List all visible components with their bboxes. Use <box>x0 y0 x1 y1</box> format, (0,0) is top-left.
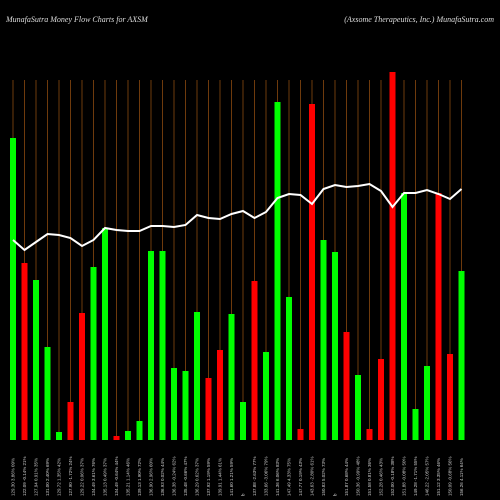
x-tick-label: 127.90 -1.72% 24% <box>68 456 73 496</box>
x-tick-label: 149.28 -1.71% 55% <box>413 456 418 496</box>
x-tick-label: 137.88 -2.63% 77% <box>252 456 257 496</box>
x-tick-label: 146.22 -2.05% 57% <box>425 456 430 496</box>
bar <box>102 228 108 440</box>
bar <box>44 347 51 440</box>
bar <box>90 267 97 440</box>
bar <box>274 102 281 440</box>
x-tick-label: 150.83 5.02% 73% <box>321 458 326 496</box>
bar <box>458 271 465 440</box>
x-tick-label: 136.90 2.96% 60% <box>149 458 154 496</box>
x-tick-label: b <box>241 493 246 496</box>
bar <box>251 281 258 440</box>
bar <box>401 193 407 440</box>
bar <box>320 240 327 440</box>
bar <box>309 104 315 440</box>
bar <box>332 252 338 440</box>
bar <box>194 312 200 440</box>
bar <box>263 352 269 440</box>
x-tick-label: 150.36 -0.99% 48% <box>356 456 361 496</box>
x-tick-label: 141.60 1.21% 59% <box>229 458 234 496</box>
x-tick-label: 141.36 6.06% 83% <box>275 458 280 496</box>
bar <box>286 297 292 440</box>
x-tick-label: 143.63 -2.80% 61% <box>310 456 315 496</box>
bar <box>412 409 419 440</box>
x-tick-label: 151.58 0.81% 36% <box>367 458 372 496</box>
bar <box>148 251 154 440</box>
x-tick-label: 139.91 1.44% 61% <box>218 458 223 496</box>
bar <box>435 193 442 440</box>
x-tick-label: 147.77 0.19% 43% <box>298 458 303 496</box>
x-tick-label: b <box>333 493 338 496</box>
bar <box>378 359 384 440</box>
bar <box>217 350 223 440</box>
x-tick-label: 133.66 -3.06% 79% <box>264 456 269 496</box>
x-tick-label: 151.88 -0.08% 50% <box>402 456 407 496</box>
bar <box>56 432 62 440</box>
x-tick-label: 147.49 4.33% 75% <box>287 458 292 496</box>
bar <box>355 375 361 440</box>
money-flow-line <box>12 182 463 252</box>
x-tick-label: 152.28 0.46% 43% <box>379 458 384 496</box>
bar <box>125 431 131 440</box>
bar <box>297 429 304 440</box>
x-tick-label: 122.09 -0.14% 21% <box>22 456 27 496</box>
bar <box>424 366 430 440</box>
x-tick-label: 129.22 0.06% 37% <box>80 458 85 496</box>
x-tick-label: 136.93 0.02% 44% <box>160 458 165 496</box>
bar <box>21 263 28 440</box>
x-tick-label: 134.49 -0.64% 44% <box>114 456 119 496</box>
x-tick-label: 129.72 1.35% 42% <box>57 458 62 496</box>
bar <box>113 436 120 440</box>
x-tick-label: 150.09 -0.68% 56% <box>448 456 453 496</box>
x-tick-label: 151.12 3.35% 46% <box>436 458 441 496</box>
bar <box>205 378 212 440</box>
bar <box>79 313 85 440</box>
bar <box>67 402 74 440</box>
x-tick-label: 135.21 1.14% 46% <box>126 458 131 496</box>
x-tick-label: 139.13 1.90% 72% <box>137 458 142 496</box>
x-tick-label: 135.13 0.49% 37% <box>103 458 108 496</box>
chart-subtitle: (Axsome Therapeutics, Inc.) MunafaSutra.… <box>344 15 494 24</box>
x-tick-label: 135.48 -0.66% 47% <box>183 456 188 496</box>
bar <box>10 138 16 440</box>
chart-title: MunafaSutra Money Flow Charts for AXSM <box>5 15 149 24</box>
x-tick-label: 137.92 1.19% 59% <box>206 458 211 496</box>
bar <box>389 72 396 440</box>
bar <box>228 314 235 440</box>
x-tick-label: 134.49 3.61% 76% <box>91 458 96 496</box>
bar <box>33 280 39 440</box>
bar <box>447 354 453 440</box>
bar <box>159 251 166 440</box>
x-tick-label: 131.00 2.40% 69% <box>45 458 50 496</box>
x-tick-label: 127.94 0.91% 35% <box>34 458 39 496</box>
x-tick-label: 136.29 0.62% 37% <box>195 458 200 496</box>
bar <box>343 332 350 440</box>
bar <box>182 371 189 440</box>
x-tick-label: 151.87 0.68% 44% <box>344 458 349 496</box>
bar <box>171 368 177 440</box>
x-tick-label: 156.26 4.11% 64% <box>459 458 464 496</box>
bar <box>240 402 246 440</box>
x-tick-label: 136.38 -0.24% 62% <box>172 456 177 496</box>
bar <box>136 421 143 440</box>
x-tick-label: 152.00 -0.18% 38% <box>390 456 395 496</box>
x-tick-label: 129.30 3.86% 09% <box>11 458 16 496</box>
bar <box>366 429 373 440</box>
